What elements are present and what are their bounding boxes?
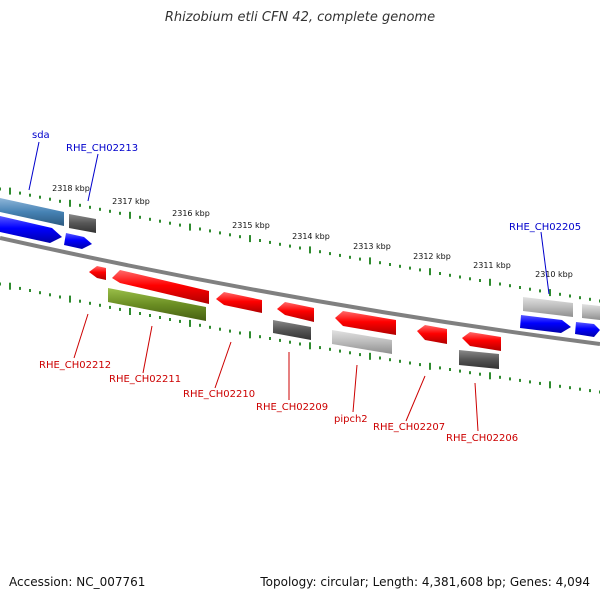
gene-feature-rhe-ch02205-upper[interactable] (523, 297, 573, 317)
gene-label-rhe-ch02210[interactable]: RHE_CH02210 (183, 389, 255, 400)
gene-feature-rhe-ch02207[interactable] (417, 325, 447, 344)
gene-feature-rhe-ch02211-upper[interactable] (112, 270, 209, 304)
gene-feature-rhe-ch02209-upper[interactable] (277, 302, 314, 322)
gene-feature-upper-edge[interactable] (582, 304, 600, 320)
scale-ticks (0, 187, 600, 394)
gene-feature-rhe-ch02210[interactable] (216, 292, 262, 313)
gene-feature-lower-edge[interactable] (575, 322, 600, 337)
accession-text: Accession: NC_007761 (9, 575, 146, 589)
kbp-label: 2315 kbp (232, 221, 270, 230)
gene-feature-rhe-ch02205-lower[interactable] (520, 315, 571, 333)
gene-feature-rhe-ch02213-lower[interactable] (64, 233, 92, 249)
kbp-label: 2316 kbp (172, 209, 210, 218)
gene-feature-rhe-ch02209-lower[interactable] (273, 320, 311, 340)
gene-label-rhe-ch02206[interactable]: RHE_CH02206 (446, 433, 518, 444)
gene-feature-rhe-ch02212[interactable] (89, 266, 106, 280)
bottom-strand-labels: RHE_CH02212 RHE_CH02211 RHE_CH02210 RHE_… (39, 360, 518, 444)
kbp-label: 2318 kbp (52, 184, 90, 193)
label-callouts (28, 141, 550, 432)
gene-feature-pipch2-lower[interactable] (332, 330, 392, 354)
gene-feature-rhe-ch02211-lower[interactable] (108, 288, 206, 321)
gene-label-sda[interactable]: sda (32, 130, 50, 141)
kbp-label: 2314 kbp (292, 232, 330, 241)
kbp-label: 2313 kbp (353, 242, 391, 251)
gene-feature-sda-upper[interactable] (0, 198, 64, 226)
gene-label-pipch2[interactable]: pipch2 (334, 414, 368, 425)
backbone-line (0, 236, 600, 346)
gene-label-rhe-ch02213[interactable]: RHE_CH02213 (66, 143, 138, 154)
kbp-scale-labels: 2318 kbp 2317 kbp 2316 kbp 2315 kbp 2314… (52, 184, 573, 279)
gene-feature-rhe-ch02206-upper[interactable] (462, 332, 501, 351)
gene-feature-sda-lower[interactable] (0, 216, 62, 243)
kbp-label: 2312 kbp (413, 252, 451, 261)
genome-stats-text: Topology: circular; Length: 4,381,608 bp… (260, 575, 590, 589)
kbp-label: 2310 kbp (535, 270, 573, 279)
gene-label-rhe-ch02211[interactable]: RHE_CH02211 (109, 374, 181, 385)
map-title: Rhizobium etli CFN 42, complete genome (164, 10, 436, 25)
gene-label-rhe-ch02209[interactable]: RHE_CH02209 (256, 402, 328, 413)
gene-label-rhe-ch02205[interactable]: RHE_CH02205 (509, 222, 581, 233)
kbp-label: 2317 kbp (112, 197, 150, 206)
gene-feature-pipch2-upper[interactable] (335, 311, 396, 335)
kbp-label: 2311 kbp (473, 261, 511, 270)
gene-feature-rhe-ch02206-lower[interactable] (459, 350, 499, 369)
gene-label-rhe-ch02207[interactable]: RHE_CH02207 (373, 422, 445, 433)
gene-label-rhe-ch02212[interactable]: RHE_CH02212 (39, 360, 111, 371)
gene-feature-rhe-ch02213-upper[interactable] (69, 214, 96, 233)
top-strand-labels: sda RHE_CH02213 RHE_CH02205 (32, 130, 581, 233)
